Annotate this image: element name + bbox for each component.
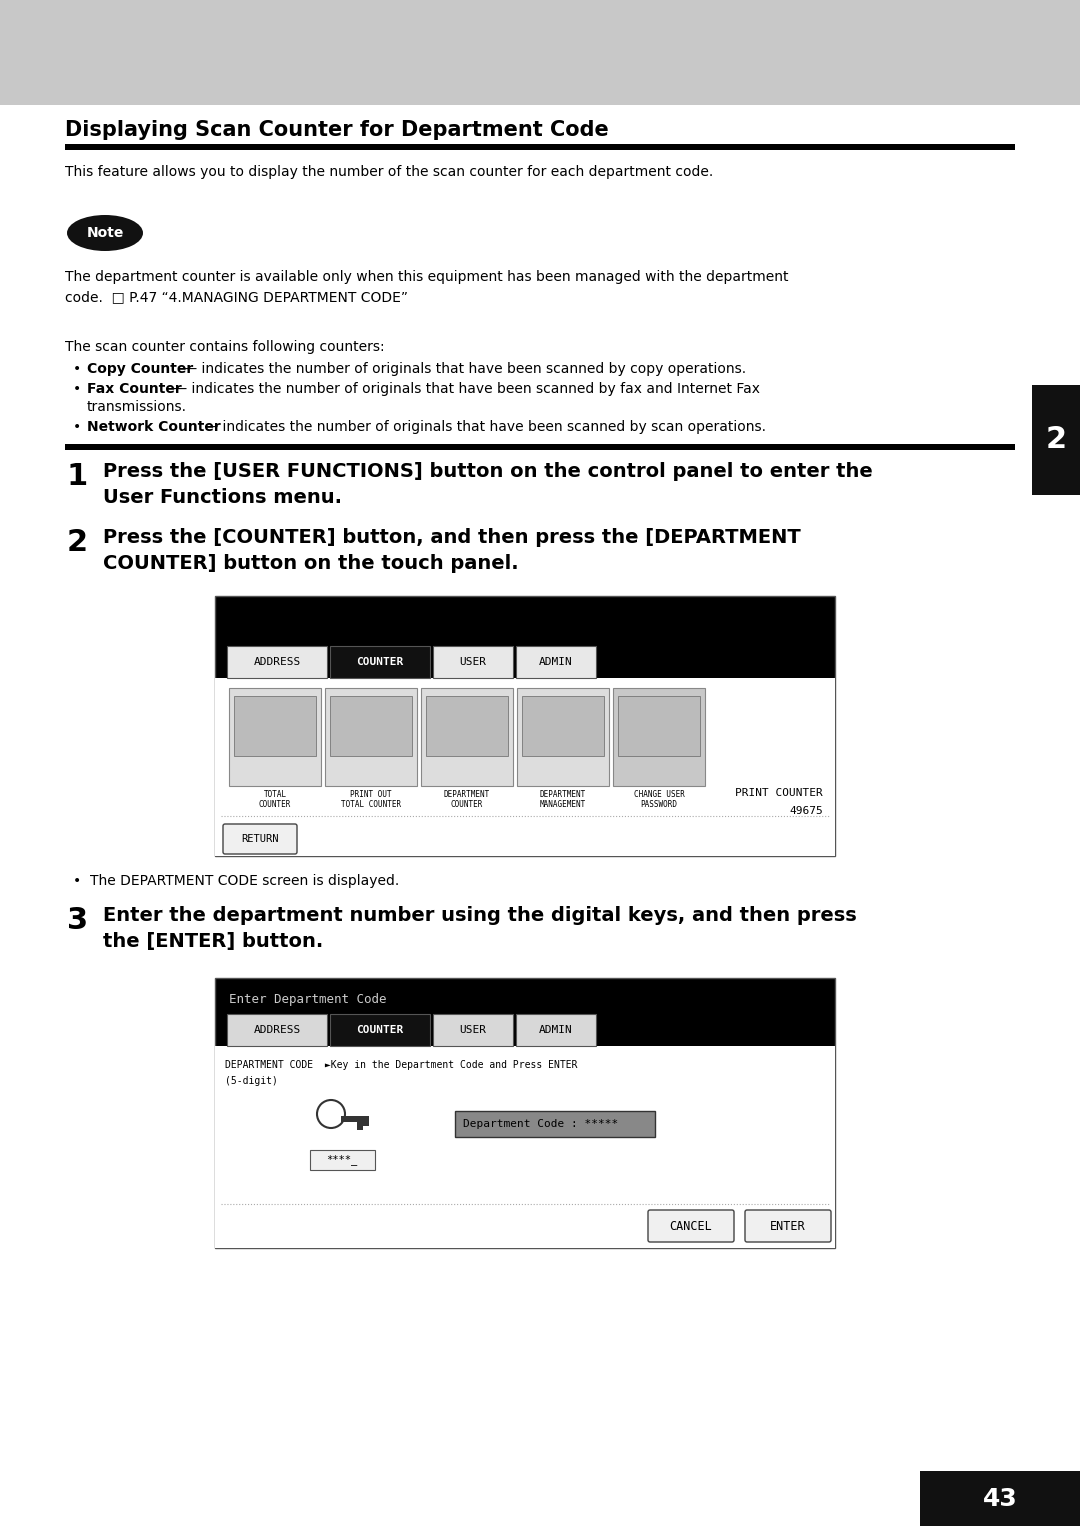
Bar [433, 645, 513, 678]
Bar [341, 1116, 369, 1122]
Text: — indicates the number of originals that have been scanned by copy operations.: — indicates the number of originals that… [179, 362, 746, 375]
Text: DEPARTMENT
COUNTER: DEPARTMENT COUNTER [444, 790, 490, 809]
Text: COUNTER] button on the touch panel.: COUNTER] button on the touch panel. [103, 554, 518, 572]
Text: Fax Counter: Fax Counter [87, 382, 181, 397]
Bar [215, 678, 835, 856]
Text: DEPARTMENT
MANAGEMENT: DEPARTMENT MANAGEMENT [540, 790, 586, 809]
Text: transmissions.: transmissions. [87, 400, 187, 414]
Bar [330, 1013, 430, 1045]
FancyBboxPatch shape [222, 824, 297, 855]
Text: Press the [USER FUNCTIONS] button on the control panel to enter the: Press the [USER FUNCTIONS] button on the… [103, 462, 873, 481]
Bar [215, 597, 835, 856]
Bar [1032, 385, 1080, 494]
Text: Displaying Scan Counter for Department Code: Displaying Scan Counter for Department C… [65, 121, 609, 140]
Bar [215, 978, 835, 1248]
Bar [357, 1122, 363, 1129]
Text: PRINT COUNTER: PRINT COUNTER [735, 787, 823, 798]
Text: •: • [73, 382, 81, 397]
Text: ADDRESS: ADDRESS [254, 1025, 300, 1035]
Bar [426, 696, 508, 755]
Text: ADMIN: ADMIN [539, 1025, 572, 1035]
Bar [516, 645, 596, 678]
Text: CANCEL: CANCEL [670, 1219, 713, 1233]
Bar [215, 1045, 835, 1248]
Text: Department Code : *****: Department Code : ***** [463, 1119, 618, 1129]
Bar [517, 688, 609, 786]
Text: — indicates the number of originals that have been scanned by scan operations.: — indicates the number of originals that… [200, 420, 766, 433]
Text: 3: 3 [67, 906, 89, 935]
Bar [227, 1013, 327, 1045]
Text: 2: 2 [1045, 426, 1067, 455]
Bar [522, 696, 604, 755]
Text: code.  □ P.47 “4.MANAGING DEPARTMENT CODE”: code. □ P.47 “4.MANAGING DEPARTMENT CODE… [65, 290, 408, 304]
Bar [920, 1471, 1080, 1526]
Text: PRINT OUT
TOTAL COUNTER: PRINT OUT TOTAL COUNTER [341, 790, 401, 809]
Text: This feature allows you to display the number of the scan counter for each depar: This feature allows you to display the n… [65, 165, 713, 179]
Text: USER: USER [459, 1025, 486, 1035]
Text: DEPARTMENT CODE  ►Key in the Department Code and Press ENTER: DEPARTMENT CODE ►Key in the Department C… [225, 1061, 578, 1070]
Text: ADDRESS: ADDRESS [254, 658, 300, 667]
Text: ENTER: ENTER [770, 1219, 806, 1233]
Text: COUNTER: COUNTER [356, 658, 404, 667]
Text: CHANGE USER
PASSWORD: CHANGE USER PASSWORD [634, 790, 685, 809]
Text: 2: 2 [67, 528, 89, 557]
Bar [421, 688, 513, 786]
Text: TOTAL
COUNTER: TOTAL COUNTER [259, 790, 292, 809]
Bar [330, 696, 411, 755]
Bar [234, 696, 316, 755]
Text: •  The DEPARTMENT CODE screen is displayed.: • The DEPARTMENT CODE screen is displaye… [73, 874, 400, 888]
FancyBboxPatch shape [745, 1210, 831, 1242]
Text: Enter Department Code: Enter Department Code [229, 993, 387, 1007]
Bar [516, 1013, 596, 1045]
Bar [229, 688, 321, 786]
Bar [455, 1111, 654, 1137]
Text: the [ENTER] button.: the [ENTER] button. [103, 932, 323, 951]
Bar [363, 1120, 369, 1126]
Ellipse shape [67, 215, 143, 250]
Text: Note: Note [86, 226, 124, 240]
Bar [310, 1151, 375, 1170]
Bar [618, 696, 700, 755]
Text: (5-digit): (5-digit) [225, 1076, 278, 1087]
Bar [433, 1013, 513, 1045]
Text: 1: 1 [67, 462, 89, 491]
Text: 49675: 49675 [789, 806, 823, 816]
Bar [613, 688, 705, 786]
Text: •: • [73, 420, 81, 433]
Bar [65, 444, 1015, 450]
Text: ADMIN: ADMIN [539, 658, 572, 667]
Text: ****_: ****_ [326, 1155, 357, 1166]
Text: Network Counter: Network Counter [87, 420, 220, 433]
Text: 43: 43 [983, 1486, 1017, 1511]
Bar [65, 143, 1015, 150]
Text: Enter the department number using the digital keys, and then press: Enter the department number using the di… [103, 906, 856, 925]
Text: Copy Counter: Copy Counter [87, 362, 193, 375]
Text: — indicates the number of originals that have been scanned by fax and Internet F: — indicates the number of originals that… [168, 382, 760, 397]
FancyBboxPatch shape [648, 1210, 734, 1242]
Text: COUNTER: COUNTER [356, 1025, 404, 1035]
Text: The scan counter contains following counters:: The scan counter contains following coun… [65, 340, 384, 354]
Bar [227, 645, 327, 678]
Text: Press the [COUNTER] button, and then press the [DEPARTMENT: Press the [COUNTER] button, and then pre… [103, 528, 800, 546]
Text: RETURN: RETURN [241, 835, 279, 844]
Text: The department counter is available only when this equipment has been managed wi: The department counter is available only… [65, 270, 788, 284]
Bar [330, 645, 430, 678]
Bar [325, 688, 417, 786]
Text: USER: USER [459, 658, 486, 667]
Bar [0, 0, 1080, 105]
Text: •: • [73, 362, 81, 375]
Text: User Functions menu.: User Functions menu. [103, 488, 342, 507]
